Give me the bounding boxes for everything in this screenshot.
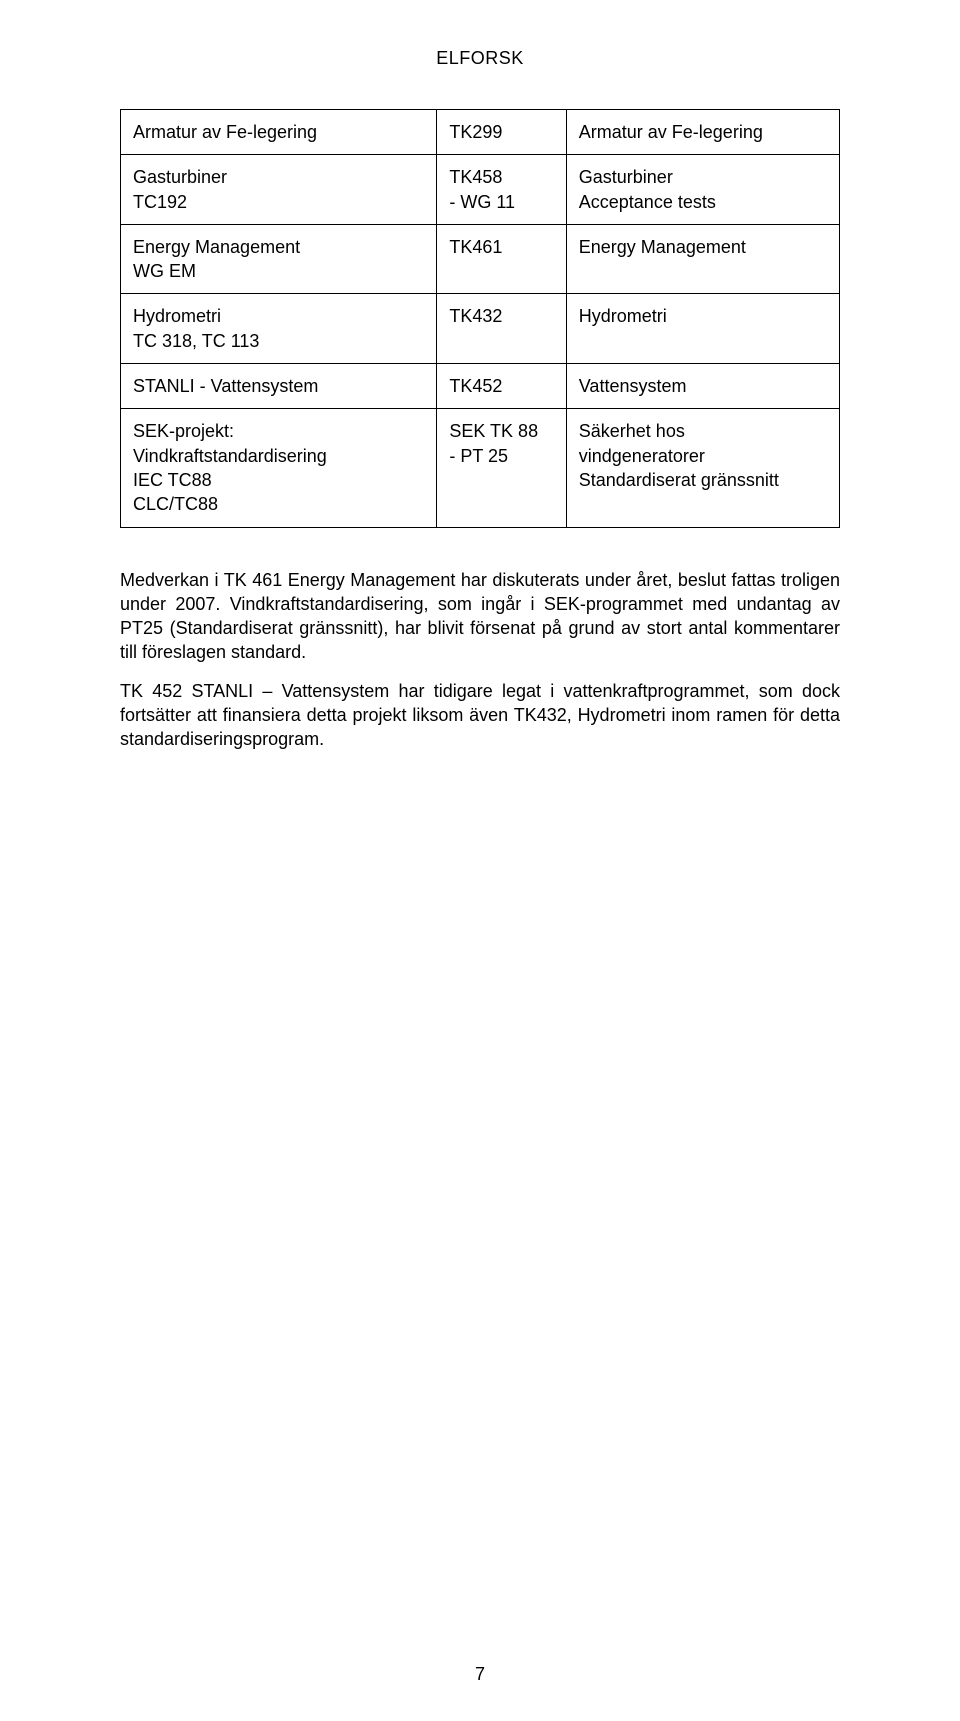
table-cell: STANLI - Vattensystem [121, 364, 437, 409]
main-table: Armatur av Fe-legering TK299 Armatur av … [120, 109, 840, 528]
table-cell: TK299 [437, 110, 566, 155]
table-cell: SEK-projekt: Vindkraftstandardisering IE… [121, 409, 437, 527]
table-cell: Gasturbiner Acceptance tests [566, 155, 839, 225]
table-cell: Vattensystem [566, 364, 839, 409]
table-cell: Gasturbiner TC192 [121, 155, 437, 225]
body-paragraph: TK 452 STANLI – Vattensystem har tidigar… [120, 679, 840, 752]
cell-text: SEK TK 88 [449, 419, 553, 443]
cell-text: Hydrometri [579, 304, 827, 328]
page-number: 7 [0, 1664, 960, 1685]
cell-text: Energy Management [579, 235, 827, 259]
cell-text: Energy Management [133, 235, 424, 259]
cell-text: Armatur av Fe-legering [133, 120, 424, 144]
table-cell: Hydrometri TC 318, TC 113 [121, 294, 437, 364]
cell-text: TK458 [449, 165, 553, 189]
cell-text: Vindkraftstandardisering [133, 444, 424, 468]
cell-text: Hydrometri [133, 304, 424, 328]
table-row: Energy Management WG EM TK461 Energy Man… [121, 224, 840, 294]
table-row: Gasturbiner TC192 TK458 - WG 11 Gasturbi… [121, 155, 840, 225]
cell-text: - PT 25 [449, 444, 553, 468]
cell-text: WG EM [133, 259, 424, 283]
cell-text: IEC TC88 [133, 468, 424, 492]
cell-text: Gasturbiner [579, 165, 827, 189]
cell-text: CLC/TC88 [133, 492, 424, 516]
cell-text: Armatur av Fe-legering [579, 120, 827, 144]
page: ELFORSK Armatur av Fe-legering TK299 Arm… [0, 0, 960, 1721]
cell-text: Standardiserat gränssnitt [579, 468, 827, 492]
cell-text: SEK-projekt: [133, 419, 424, 443]
cell-text: TK452 [449, 374, 553, 398]
cell-text: - WG 11 [449, 190, 553, 214]
table-row: STANLI - Vattensystem TK452 Vattensystem [121, 364, 840, 409]
cell-text: Vattensystem [579, 374, 827, 398]
body-paragraph: Medverkan i TK 461 Energy Management har… [120, 568, 840, 665]
cell-text: STANLI - Vattensystem [133, 374, 424, 398]
cell-text: TK432 [449, 304, 553, 328]
cell-text: TK461 [449, 235, 553, 259]
cell-text: TC 318, TC 113 [133, 329, 424, 353]
table-cell: Säkerhet hos vindgeneratorer Standardise… [566, 409, 839, 527]
table-cell: TK461 [437, 224, 566, 294]
table-cell: Armatur av Fe-legering [566, 110, 839, 155]
table-cell: TK458 - WG 11 [437, 155, 566, 225]
table-cell: Energy Management [566, 224, 839, 294]
table-cell: TK432 [437, 294, 566, 364]
table-row: SEK-projekt: Vindkraftstandardisering IE… [121, 409, 840, 527]
page-header: ELFORSK [120, 48, 840, 69]
table-row: Hydrometri TC 318, TC 113 TK432 Hydromet… [121, 294, 840, 364]
cell-text: TC192 [133, 190, 424, 214]
cell-text: Gasturbiner [133, 165, 424, 189]
table-cell: SEK TK 88 - PT 25 [437, 409, 566, 527]
table-cell: Energy Management WG EM [121, 224, 437, 294]
cell-text: vindgeneratorer [579, 444, 827, 468]
table-cell: Hydrometri [566, 294, 839, 364]
table-cell: Armatur av Fe-legering [121, 110, 437, 155]
table-cell: TK452 [437, 364, 566, 409]
cell-text: Acceptance tests [579, 190, 827, 214]
cell-text: Säkerhet hos [579, 419, 827, 443]
table-row: Armatur av Fe-legering TK299 Armatur av … [121, 110, 840, 155]
cell-text: TK299 [449, 120, 553, 144]
